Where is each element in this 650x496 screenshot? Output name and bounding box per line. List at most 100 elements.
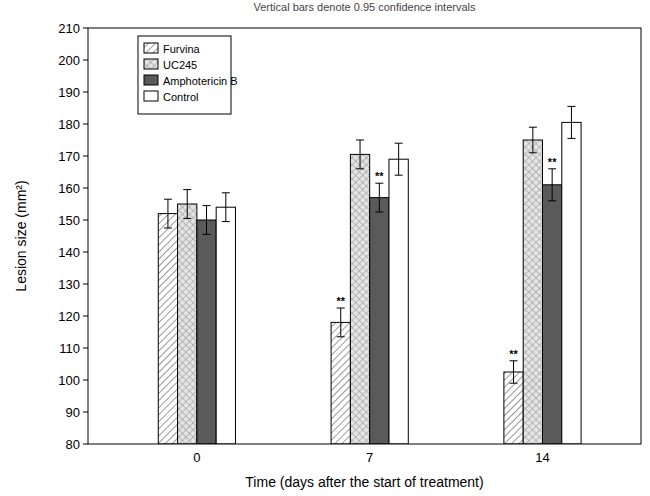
legend: Furvina UC245 Amphotericin B Control [138, 36, 238, 114]
error-bar [510, 361, 518, 383]
error-stem [513, 361, 514, 383]
y-tick [83, 348, 88, 349]
y-tick [83, 284, 88, 285]
x-tick-label: 14 [535, 450, 549, 465]
legend-label: Amphotericin B [163, 75, 238, 87]
error-stem [532, 127, 533, 153]
bars [158, 106, 581, 444]
y-tick [83, 380, 88, 381]
error-bar [222, 193, 230, 222]
bar [178, 204, 197, 444]
error-cap [395, 143, 403, 144]
error-cap [567, 106, 575, 107]
y-tick [83, 92, 88, 93]
error-cap [222, 221, 230, 222]
x-axis-label: Time (days after the start of treatment) [245, 474, 483, 490]
y-tick-label: 140 [58, 245, 80, 260]
bar [197, 220, 216, 444]
error-cap [356, 168, 364, 169]
bar [216, 207, 235, 444]
annotation: ** [548, 156, 557, 168]
y-tick [83, 28, 88, 29]
error-bar [375, 183, 383, 212]
y-tick-label: 100 [58, 373, 80, 388]
y-tick [83, 124, 88, 125]
error-cap [510, 383, 518, 384]
error-cap [548, 200, 556, 201]
y-tick-label: 110 [59, 341, 80, 356]
legend-swatch [144, 59, 158, 69]
error-cap [203, 205, 211, 206]
error-stem [187, 190, 188, 219]
error-cap [510, 360, 518, 361]
error-cap [164, 228, 172, 229]
legend-label: UC245 [163, 59, 197, 71]
bar [562, 122, 581, 444]
error-cap [203, 234, 211, 235]
annotation: ** [509, 348, 518, 360]
error-stem [340, 308, 341, 337]
annotation: ** [375, 170, 384, 182]
error-stem [167, 199, 168, 228]
y-tick-label: 130 [58, 277, 80, 292]
error-bar [337, 308, 345, 337]
y-tick-label: 200 [58, 53, 80, 68]
error-cap [548, 168, 556, 169]
x-tick-label: 0 [193, 450, 200, 465]
error-cap [183, 189, 191, 190]
bar [350, 154, 369, 444]
y-tick [83, 444, 88, 445]
error-cap [395, 175, 403, 176]
y-tick-label: 80 [66, 437, 80, 452]
error-bar [356, 140, 364, 169]
legend-swatch [144, 43, 158, 53]
error-bar [203, 206, 211, 235]
error-stem [379, 183, 380, 212]
y-tick [83, 252, 88, 253]
legend-label: Control [163, 91, 198, 103]
y-tick-label: 120 [58, 309, 80, 324]
y-tick-label: 190 [58, 85, 80, 100]
legend-label: Furvina [163, 43, 201, 55]
error-cap [183, 218, 191, 219]
y-tick [83, 60, 88, 61]
y-tick [83, 156, 88, 157]
error-stem [225, 193, 226, 222]
bar [504, 372, 523, 444]
y-tick-label: 210 [58, 21, 80, 36]
error-cap [337, 308, 345, 309]
bar [370, 198, 389, 444]
bar [389, 159, 408, 444]
plot-frame [88, 28, 641, 444]
title: Vertical bars denote 0.95 confidence int… [254, 1, 476, 13]
error-cap [337, 336, 345, 337]
error-stem [398, 143, 399, 175]
bar [523, 140, 542, 444]
legend-swatch [144, 75, 158, 85]
error-cap [375, 183, 383, 184]
y-tick-label: 170 [58, 149, 80, 164]
error-cap [222, 192, 230, 193]
error-bar [567, 106, 575, 138]
y-tick-label: 150 [58, 213, 80, 228]
chart: Vertical bars denote 0.95 confidence int… [0, 0, 650, 496]
y-tick-label: 180 [58, 117, 80, 132]
bar [331, 322, 350, 444]
error-bar [529, 127, 537, 153]
error-cap [567, 138, 575, 139]
error-cap [375, 212, 383, 213]
error-bar [164, 199, 172, 228]
y-tick-label: 160 [58, 181, 80, 196]
bar [542, 185, 561, 444]
x-tick-label: 7 [366, 450, 373, 465]
error-stem [360, 140, 361, 169]
error-cap [164, 199, 172, 200]
y-tick [83, 188, 88, 189]
y-axis-label: Lesion size (mm²) [13, 180, 29, 291]
bar [158, 214, 177, 444]
error-stem [206, 206, 207, 235]
error-bar [395, 143, 403, 175]
y-tick-label: 90 [66, 405, 80, 420]
error-stem [571, 106, 572, 138]
error-cap [529, 127, 537, 128]
